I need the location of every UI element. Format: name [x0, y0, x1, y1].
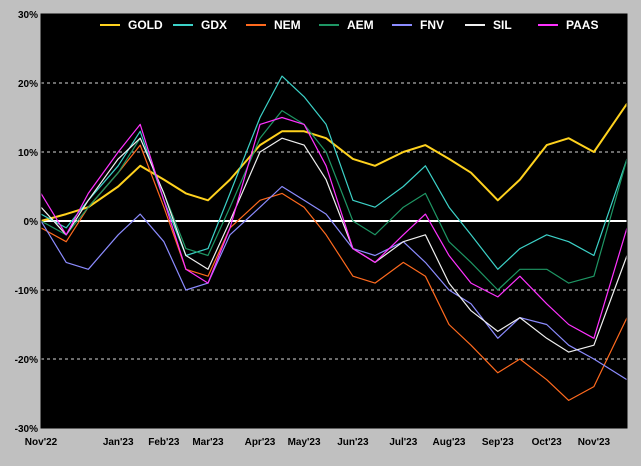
y-tick-label: -20% — [15, 355, 38, 366]
legend-label-gdx: GDX — [201, 18, 227, 32]
x-tick-label: Aug'23 — [433, 437, 466, 448]
legend-label-paas: PAAS — [566, 18, 598, 32]
x-tick-label: Oct'23 — [532, 437, 563, 448]
y-tick-label: 20% — [18, 79, 38, 90]
series-line-paas — [40, 116, 628, 339]
legend-label-aem: AEM — [347, 18, 374, 32]
y-tick-label: 30% — [18, 10, 38, 21]
x-tick-label: Nov'23 — [578, 437, 611, 448]
x-tick-label: Jun'23 — [337, 437, 369, 448]
y-tick-label: 10% — [18, 148, 38, 159]
legend-label-sil: SIL — [493, 18, 512, 32]
legend: GOLD GDX NEM AEM FNV SIL PAAS — [100, 18, 598, 32]
x-axis-tick-labels: Nov'22 Jan'23 Feb'23 Mar'23 Apr'23 May'23 Jun'… — [25, 437, 611, 448]
legend-label-nem: NEM — [274, 18, 301, 32]
x-tick-label: May'23 — [288, 437, 321, 448]
legend-label-gold: GOLD — [128, 18, 163, 32]
y-tick-label: 0% — [24, 217, 39, 228]
plot-border — [40, 13, 628, 429]
x-tick-label: Jan'23 — [103, 437, 134, 448]
legend-label-fnv: FNV — [420, 18, 444, 32]
series-line-gdx — [40, 75, 628, 270]
series-lines — [40, 75, 628, 401]
x-tick-label: Sep'23 — [482, 437, 514, 448]
series-line-nem — [40, 144, 628, 401]
y-tick-label: -10% — [15, 286, 38, 297]
x-tick-label: Jul'23 — [389, 437, 417, 448]
series-line-gold — [40, 103, 628, 222]
x-tick-label: Apr'23 — [245, 437, 276, 448]
x-tick-label: Nov'22 — [25, 437, 58, 448]
x-tick-label: Feb'23 — [148, 437, 180, 448]
y-tick-label: -30% — [15, 424, 38, 435]
y-axis-tick-labels: -30% -20% -10% 0% 10% 20% 30% — [15, 10, 38, 435]
x-tick-label: Mar'23 — [192, 437, 224, 448]
series-line-sil — [40, 137, 628, 353]
grid-lines — [41, 82, 627, 360]
